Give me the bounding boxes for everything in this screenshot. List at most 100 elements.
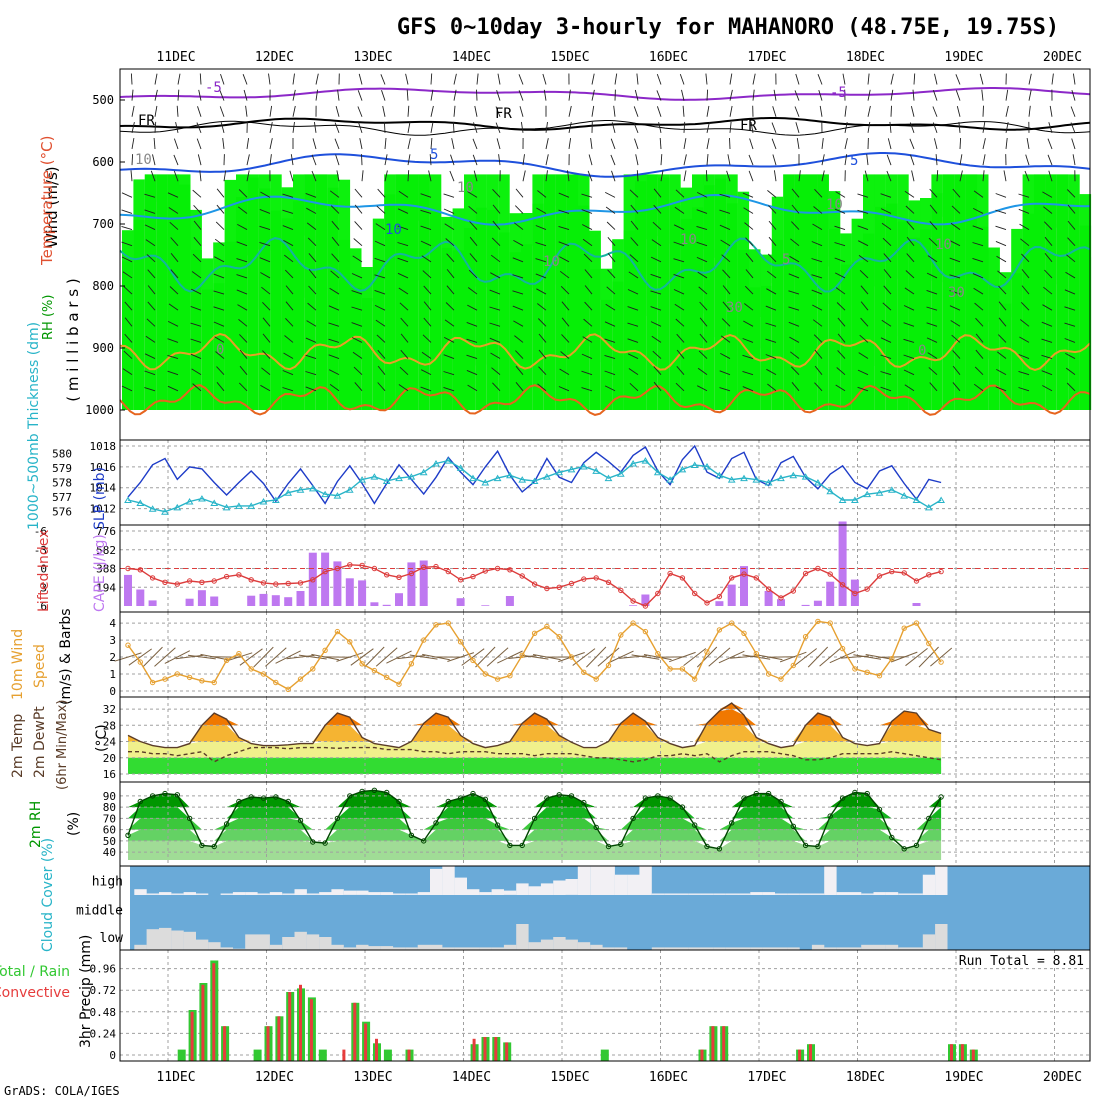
wind-barb <box>358 73 363 85</box>
wind-barb <box>420 193 432 198</box>
day-label-top: 20DEC <box>1043 50 1082 65</box>
wind-barb <box>535 273 547 279</box>
wind-speed-point <box>285 686 291 692</box>
surface-wind-barb <box>497 650 523 664</box>
wind-barb <box>262 317 271 327</box>
temperature-band-fill <box>128 703 942 710</box>
rh-shade-cell <box>350 248 362 410</box>
wind-speed-point <box>765 671 772 677</box>
cloud-cell <box>294 889 307 895</box>
slp-panel-frame <box>119 439 1091 526</box>
cloud-cell <box>306 893 320 895</box>
surface-wind-barb <box>807 646 829 668</box>
wind-barb <box>611 170 616 182</box>
wind-barb <box>144 224 156 230</box>
rh-point <box>149 793 156 799</box>
cloud-cell <box>676 893 689 895</box>
wind-speed-line <box>127 620 942 691</box>
wind-barb <box>123 350 133 359</box>
wind-barb <box>768 205 777 214</box>
cloud-cell <box>294 931 307 950</box>
wind-barb <box>866 154 869 166</box>
wind-barb <box>857 209 869 214</box>
wind-barb <box>795 122 800 133</box>
day-label-top: 14DEC <box>452 50 491 65</box>
wind-barb <box>167 192 179 198</box>
thickness-point <box>358 476 366 483</box>
wind-speed-point <box>125 642 131 648</box>
wind-barb <box>791 188 800 198</box>
wind-barb <box>535 258 547 263</box>
wind-barb <box>384 170 388 182</box>
precip-conv-bar <box>266 1026 270 1061</box>
rh-shade-cell <box>167 174 180 410</box>
li-point <box>815 565 821 572</box>
wind-barb <box>560 351 570 359</box>
rh-shade-cell <box>270 174 282 410</box>
wind-barb <box>167 338 179 343</box>
wind-barb <box>237 304 248 311</box>
wind-barb <box>121 192 133 198</box>
rh-shade-cell <box>498 174 510 410</box>
wind-barb <box>604 370 616 376</box>
wind-barb <box>377 382 386 392</box>
wind-barb <box>972 273 984 279</box>
cloud-cell <box>565 879 578 895</box>
thickness-point <box>198 495 206 502</box>
wind-barb <box>420 386 432 392</box>
thickness-point <box>210 499 219 506</box>
wind-barb <box>765 338 777 343</box>
cloud-cell <box>811 944 825 950</box>
rh-shade-cell <box>737 191 750 410</box>
surface-wind-barb <box>890 651 918 663</box>
wind-barb <box>904 287 915 295</box>
wind-barb <box>995 225 1007 231</box>
isotherm-minus5 <box>119 87 1091 101</box>
rh-point <box>913 842 920 849</box>
wind-barb <box>926 306 938 311</box>
thickness-point <box>616 470 625 477</box>
surface-wind-barb <box>154 647 176 667</box>
wind-barb <box>259 208 271 214</box>
cloud-cell <box>146 893 159 895</box>
surface-wind-barb <box>350 648 374 666</box>
cloud-cell <box>861 893 874 895</box>
surface-wind-barb <box>597 647 620 667</box>
wind-barb <box>167 354 179 359</box>
rh-tick: 80 <box>103 801 116 814</box>
wind-barb <box>421 351 432 359</box>
li-point <box>790 588 796 594</box>
wind-barb <box>726 170 731 182</box>
cape-bar <box>124 574 132 606</box>
wind-barb <box>268 73 271 85</box>
wind-barb <box>377 365 386 375</box>
li-point <box>544 585 550 592</box>
wind-barb <box>560 285 570 295</box>
wind-barb <box>675 318 685 327</box>
precip-conv-bar <box>309 999 313 1061</box>
cape-bar <box>838 521 847 606</box>
wind-barb <box>729 89 733 101</box>
wind-speed-point <box>938 659 944 665</box>
wind-barb <box>545 138 549 150</box>
wind-barb <box>1042 385 1053 392</box>
thickness-point <box>912 496 921 504</box>
wind-barb <box>906 236 915 246</box>
wind-barb <box>191 271 202 279</box>
cloud-cell <box>553 937 566 950</box>
wind-barb <box>312 138 317 150</box>
wind-barb <box>857 386 869 392</box>
wind-barb <box>361 154 363 166</box>
wind-barb <box>154 73 158 85</box>
wind-barb <box>469 221 478 230</box>
cloud-cell <box>935 866 948 895</box>
cloud-cell <box>183 931 196 950</box>
surface-wind-barb <box>225 652 253 662</box>
wind-barb <box>628 271 639 279</box>
li-point <box>741 571 747 577</box>
surface-wind-barb <box>631 654 660 660</box>
wind-barb <box>1064 322 1076 327</box>
wind-barb <box>336 170 340 182</box>
wind-barb <box>932 90 938 101</box>
rh-band-fill <box>128 807 942 819</box>
